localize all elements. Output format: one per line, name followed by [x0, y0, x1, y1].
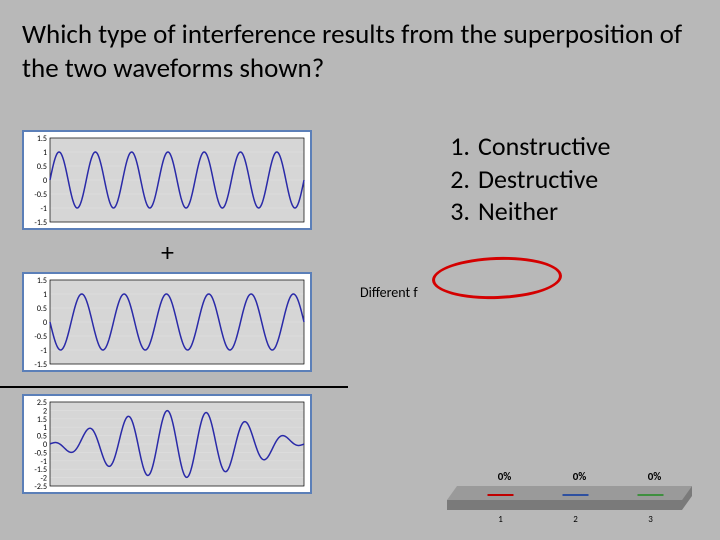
divider-line — [0, 386, 348, 388]
svg-text:-1: -1 — [40, 346, 47, 356]
svg-text:3: 3 — [648, 514, 653, 522]
svg-text:0.5: 0.5 — [37, 162, 47, 172]
svg-text:1.5: 1.5 — [37, 134, 47, 144]
svg-text:1: 1 — [43, 148, 47, 158]
response-bar-chart: 0% 1 0% 2 0% 3 — [447, 442, 692, 522]
svg-text:1: 1 — [498, 514, 503, 522]
svg-text:0: 0 — [43, 176, 47, 186]
waveform-bottom-panel: -1.5 -1 -0.5 0 0.5 1 1.5 — [22, 272, 312, 372]
plus-symbol: + — [161, 236, 174, 268]
svg-text:0%: 0% — [498, 470, 512, 483]
svg-text:0%: 0% — [573, 470, 587, 483]
option-2: 2.Destructive — [440, 163, 610, 196]
svg-text:1: 1 — [43, 290, 47, 300]
question-text: Which type of interference results from … — [22, 18, 698, 86]
svg-text:-0.5: -0.5 — [34, 190, 47, 200]
option-1: 1.Constructive — [440, 130, 610, 163]
note-different-f: Different f — [360, 284, 418, 301]
waveform-top-panel: -1.5 -1 -0.5 0 0.5 1 1.5 — [22, 130, 312, 230]
svg-text:-0.5: -0.5 — [34, 332, 47, 342]
svg-text:0.5: 0.5 — [37, 304, 47, 314]
svg-text:2.5: 2.5 — [37, 398, 47, 408]
svg-text:2: 2 — [573, 514, 578, 522]
svg-text:-1: -1 — [40, 204, 47, 214]
option-3: 3.Neither — [440, 195, 610, 228]
answer-options: 1.Constructive 2.Destructive 3.Neither — [440, 130, 610, 228]
svg-text:1.5: 1.5 — [37, 276, 47, 286]
svg-text:0: 0 — [43, 318, 47, 328]
svg-text:0%: 0% — [648, 470, 662, 483]
svg-text:-1.5: -1.5 — [34, 218, 47, 228]
circle-annotation — [431, 255, 562, 302]
waveform-sum-panel: -2.5-2-1.5-1-0.500.511.522.5 — [22, 394, 312, 494]
svg-text:-1.5: -1.5 — [34, 360, 47, 370]
